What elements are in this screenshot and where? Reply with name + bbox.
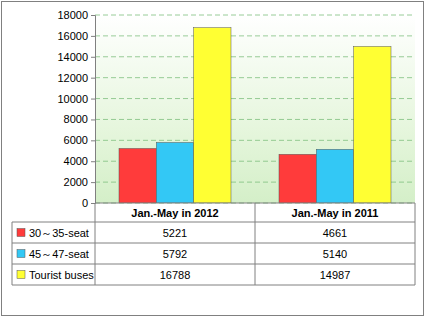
y-axis-line <box>91 16 96 204</box>
chart: 0 2000 4000 6000 8000 10000 12000 14000 16000 180… <box>0 0 425 317</box>
y-tick: 8000 <box>64 113 95 125</box>
table-border <box>12 222 415 223</box>
y-tick: 2000 <box>64 176 95 188</box>
y-tick-mark <box>91 140 95 141</box>
plot-background <box>95 15 415 203</box>
y-tick: 0 <box>82 197 95 209</box>
data-table: Jan.-May in 2012 Jan.-May in 2011 30～35-se… <box>12 203 415 285</box>
y-tick: 6000 <box>64 134 95 146</box>
table-border <box>12 264 415 265</box>
y-tick-mark <box>91 36 95 37</box>
y-tick: 18000 <box>57 9 95 21</box>
chart-frame <box>2 2 424 316</box>
y-tick-label: 0 <box>82 197 88 209</box>
y-axis: 0 2000 4000 6000 8000 10000 12000 14000 16000 180… <box>57 9 95 209</box>
y-tick: 12000 <box>57 72 95 84</box>
bar <box>194 28 231 203</box>
y-tick-label: 4000 <box>64 155 88 167</box>
legend-key <box>17 271 25 279</box>
y-tick-mark <box>91 57 95 58</box>
table-border <box>12 285 415 286</box>
y-tick-label: 16000 <box>57 30 88 42</box>
y-tick-label: 14000 <box>57 51 88 63</box>
table-value: 14987 <box>320 269 351 281</box>
legend-label: 45～47-seat <box>29 248 89 260</box>
y-tick-label: 2000 <box>64 176 88 188</box>
bar <box>354 46 391 203</box>
table-value: 4661 <box>323 227 347 239</box>
y-tick-mark <box>91 78 95 79</box>
y-tick-mark <box>91 15 95 16</box>
legend-label: 30～35-seat <box>29 227 89 239</box>
table-border <box>255 203 256 285</box>
category-label: Jan.-May in 2012 <box>131 207 218 219</box>
y-tick-mark <box>91 99 95 100</box>
bar <box>156 143 193 203</box>
y-tick-mark <box>91 161 95 162</box>
y-tick-label: 10000 <box>57 93 88 105</box>
table-value: 5792 <box>163 248 187 260</box>
y-tick: 16000 <box>57 30 95 42</box>
y-tick: 4000 <box>64 155 95 167</box>
bars <box>119 28 391 203</box>
y-tick-label: 8000 <box>64 113 88 125</box>
y-tick: 10000 <box>57 93 95 105</box>
grid <box>95 15 415 203</box>
table-border <box>12 222 13 285</box>
y-tick-mark <box>91 119 95 120</box>
table-value: 5221 <box>163 227 187 239</box>
y-tick: 14000 <box>57 51 95 63</box>
table-border <box>95 203 96 285</box>
legend-key <box>17 229 25 237</box>
table-border <box>12 243 415 244</box>
y-tick-mark <box>91 182 95 183</box>
y-tick-label: 18000 <box>57 9 88 21</box>
bar <box>316 149 353 203</box>
y-tick-mark <box>91 203 95 204</box>
bar <box>279 154 316 203</box>
table-value: 5140 <box>323 248 347 260</box>
category-label: Jan.-May in 2011 <box>292 207 379 219</box>
table-value: 16788 <box>160 269 191 281</box>
y-tick-label: 6000 <box>64 134 88 146</box>
table-border <box>415 203 416 285</box>
legend-key <box>17 250 25 258</box>
grid-line <box>95 15 415 16</box>
grid-line <box>95 35 415 36</box>
y-tick-label: 12000 <box>57 72 88 84</box>
bar <box>119 148 156 203</box>
legend-label: Tourist buses <box>29 269 94 281</box>
